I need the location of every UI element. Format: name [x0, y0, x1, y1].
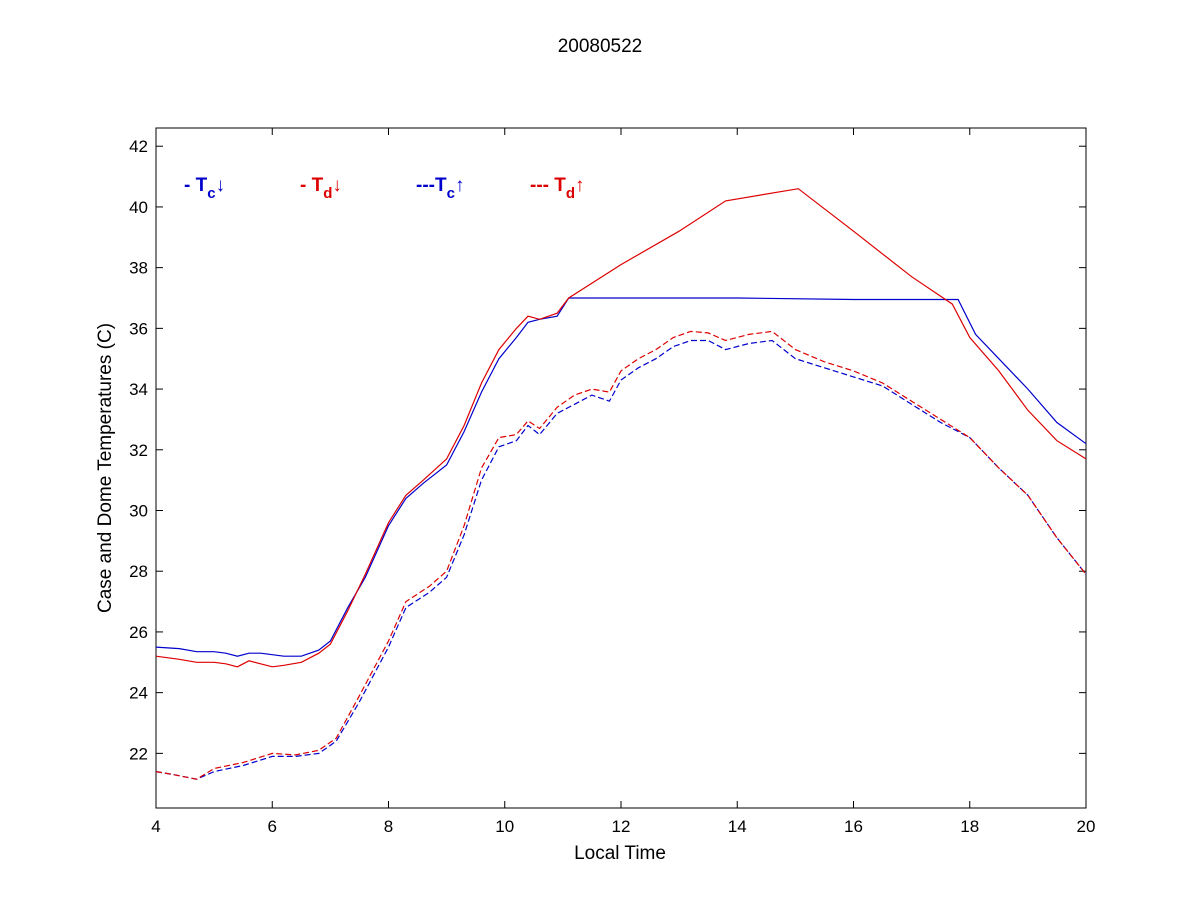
- y-tick-label: 40: [129, 198, 148, 217]
- legend-entry-2: - Td↓: [300, 175, 342, 202]
- x-tick-label: 14: [728, 817, 747, 836]
- legend-prefix: -: [300, 175, 312, 196]
- y-tick-label: 36: [129, 319, 148, 338]
- y-tick-label: 28: [129, 562, 148, 581]
- x-axis-title: Local Time: [574, 843, 666, 864]
- y-tick-label: 22: [129, 744, 148, 763]
- legend-entry-3: ---Tc↑: [416, 175, 464, 202]
- y-tick-label: 24: [129, 684, 148, 703]
- y-tick-label: 32: [129, 441, 148, 460]
- x-axis: 4 6 8 10 12 14 16 18 20: [151, 128, 1095, 836]
- x-tick-label: 6: [268, 817, 277, 836]
- legend-prefix: ---: [416, 175, 435, 196]
- series-line-1: [155, 297, 1087, 657]
- x-tick-label: 20: [1077, 817, 1096, 836]
- legend-subscript: c: [207, 185, 215, 202]
- series-layer: [155, 188, 1087, 780]
- series-line-4: [155, 330, 1087, 780]
- y-axis-title: Case and Dome Temperatures (C): [95, 323, 116, 613]
- y-tick-label: 30: [129, 502, 148, 521]
- legend-prefix: -: [184, 175, 196, 196]
- x-tick-label: 16: [844, 817, 863, 836]
- legend-subscript: d: [323, 185, 332, 202]
- y-tick-label: 38: [129, 259, 148, 278]
- legend-symbol: T: [312, 175, 324, 196]
- legend-prefix: ---: [530, 175, 554, 196]
- legend-entry-1: - Tc↓: [184, 175, 225, 202]
- legend-symbol: T: [435, 175, 447, 196]
- y-tick-label: 42: [129, 137, 148, 156]
- y-tick-label: 26: [129, 623, 148, 642]
- y-tick-label: 34: [129, 380, 148, 399]
- plot-area-frame: [155, 127, 1087, 809]
- legend-subscript: d: [566, 185, 575, 202]
- x-tick-label: 4: [151, 817, 160, 836]
- series-line-2: [155, 188, 1087, 668]
- legend-symbol: T: [196, 175, 208, 196]
- legend-arrow: ↑: [455, 175, 465, 196]
- x-tick-label: 18: [960, 817, 979, 836]
- series-line-3: [155, 339, 1087, 780]
- legend-arrow: ↑: [575, 175, 585, 196]
- y-axis: 22 24 26 28 30 32 34 36 38 40 42: [129, 137, 1086, 763]
- legend: - Tc↓ - Td↓ ---Tc↑ --- Td↑: [184, 175, 585, 202]
- legend-entry-4: --- Td↑: [530, 175, 585, 202]
- x-tick-label: 8: [384, 817, 393, 836]
- x-tick-label: 12: [612, 817, 631, 836]
- chart-title: 20080522: [558, 36, 643, 57]
- legend-arrow: ↓: [216, 175, 226, 196]
- legend-arrow: ↓: [332, 175, 342, 196]
- legend-subscript: c: [447, 185, 455, 202]
- legend-symbol: T: [554, 175, 566, 196]
- x-tick-label: 10: [495, 817, 514, 836]
